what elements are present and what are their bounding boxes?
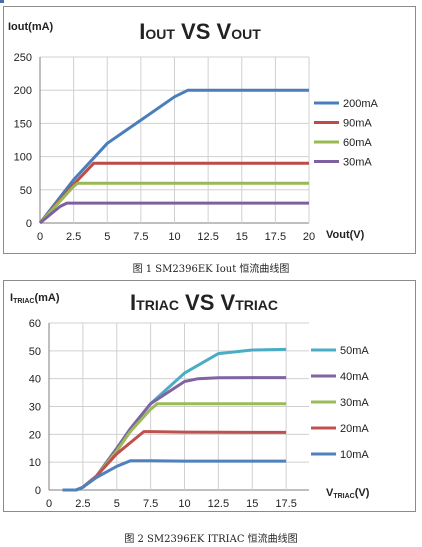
chart-2-ytick-label: 0 [35,485,41,497]
chart-2-xtick-label: 7.5 [143,498,158,510]
chart-2-xtick-label: 15 [246,498,258,510]
chart-2-caption: 图 2 SM2396EK ITRIAC 恒流曲线图 [124,534,298,545]
chart-2-xtick-label: 12.5 [208,498,229,510]
chart-1-xtick-label: 7.5 [133,231,148,243]
chart-2-ytick-label: 40 [29,374,41,386]
chart-1-ytick-label: 50 [20,185,32,197]
chart-1-frame: 0 50 100 150 200 250 0 2.5 5 7.5 10 12.5 15 17.5 20 200… [3,6,416,254]
chart-1-ytick-label: 0 [26,218,32,230]
chart-1-xtick-label: 0 [37,231,43,243]
chart-1-xlabel: Vout(V) [326,229,365,241]
chart-1-xtick-label: 5 [104,231,110,243]
chart-1-series-line-30mA [39,201,309,225]
chart-2-legend-label: 10mA [340,449,369,461]
chart-1-series-line-90mA [38,161,309,224]
chart-1-ylabel: Iout(mA) [8,21,54,33]
chart-1-ytick-label: 100 [14,152,32,164]
chart-2-title: ITRIAC VS VTRIAC [130,290,278,315]
chart-2-legend-label: 40mA [340,371,369,383]
chart-1-caption: 图 1 SM2396EK Iout 恒流曲线图 [132,264,290,275]
chart-2-series-line-10mA [62,459,287,492]
chart-2-ytick-label: 20 [29,429,41,441]
chart-2-xtick-label: 10 [178,498,190,510]
chart-2-ylabel: ITRIAC(mA) [10,292,60,305]
chart-2-legend-label: 30mA [340,397,369,409]
chart-2-frame: 0 10 20 30 40 50 60 0 2.5 5 7.5 10 12.5 15 17.5 50mA 40m… [3,280,416,512]
chart-1-xtick-label: 20 [303,231,315,243]
chart-1-legend-label: 60mA [343,137,372,149]
chart-2-ytick-label: 30 [29,402,41,414]
chart-1-xtick-label: 2.5 [66,231,81,243]
chart-1-title: IOUT VS VOUT [139,19,261,44]
chart-2-ytick-label: 50 [29,346,41,358]
chart-2-xtick-label: 5 [114,498,120,510]
chart-1-ytick-label: 250 [14,52,32,64]
corner-mark [0,0,4,3]
chart-1-xtick-label: 17.5 [265,231,286,243]
chart-2-xtick-label: 2.5 [75,498,90,510]
chart-1-legend-label: 30mA [343,157,372,169]
chart-1-svg: 0 50 100 150 200 250 0 2.5 5 7.5 10 12.5 15 17.5 20 200… [8,19,379,243]
chart-2-xtick-label: 17.5 [275,498,296,510]
chart-1-xtick-label: 12.5 [197,231,218,243]
chart-1-ytick-label: 200 [14,85,32,97]
chart-1-ytick-label: 150 [14,118,32,130]
chart-1-series-line-60mA [38,181,309,225]
chart-2-xlabel: VTRIAC(V) [326,487,370,500]
chart-1-series-line-200mA [38,88,309,224]
chart-2-xtick-label: 0 [46,498,52,510]
chart-1-legend-label: 90mA [343,118,372,130]
chart-2-legend-label: 20mA [340,423,369,435]
chart-1-xtick-label: 15 [236,231,248,243]
chart-1-xtick-label: 10 [168,231,180,243]
chart-1-legend-label: 200mA [343,98,379,110]
chart-2-ytick-label: 60 [29,318,41,330]
chart-2-legend-label: 50mA [340,345,369,357]
chart-2-ytick-label: 10 [29,457,41,469]
chart-2-svg: 0 10 20 30 40 50 60 0 2.5 5 7.5 10 12.5 15 17.5 50mA 40m… [10,290,370,510]
